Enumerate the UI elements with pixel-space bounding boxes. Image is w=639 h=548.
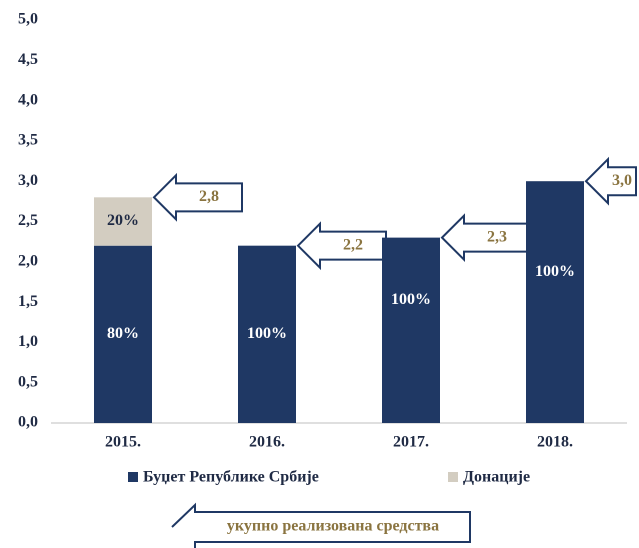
total-label: 2,8	[199, 188, 219, 205]
y-tick-label: 0,5	[18, 373, 38, 390]
share-label: 100%	[535, 263, 575, 280]
total-label: 2,3	[487, 228, 507, 245]
share-label: 20%	[107, 212, 139, 229]
annotation: укупно реализована средства	[227, 518, 439, 535]
share-label: 100%	[391, 291, 431, 308]
y-tick-label: 1,0	[18, 333, 38, 350]
bar-segment	[526, 181, 584, 423]
y-tick-label: 5,0	[18, 11, 38, 28]
x-tick-label: 2015.	[105, 434, 141, 451]
bar-segment	[238, 245, 296, 423]
y-tick-label: 4,5	[18, 51, 38, 68]
y-tick-label: 3,0	[18, 172, 38, 189]
bar-segment	[382, 237, 440, 423]
total-callout	[440, 213, 531, 263]
total-callout	[296, 221, 387, 271]
legend-swatch	[128, 472, 138, 482]
legend-swatch	[448, 472, 458, 482]
bar-segment	[94, 245, 152, 423]
legend-label: Донације	[463, 469, 530, 486]
total-label: 2,2	[343, 236, 363, 253]
legend-label: Буџет Републике Србије	[143, 469, 319, 486]
x-tick-label: 2018.	[537, 434, 573, 451]
total-callout	[152, 172, 243, 222]
y-tick-label: 2,5	[18, 212, 38, 229]
y-tick-label: 1,5	[18, 293, 38, 310]
y-tick-label: 0,0	[18, 414, 38, 431]
annotation-arrow	[171, 502, 471, 548]
share-label: 80%	[107, 325, 139, 342]
total-callout	[584, 156, 637, 206]
y-tick-label: 3,5	[18, 132, 38, 149]
y-tick-label: 4,0	[18, 91, 38, 108]
x-tick-label: 2017.	[393, 434, 429, 451]
bar-segment	[94, 197, 152, 246]
x-tick-label: 2016.	[249, 434, 285, 451]
y-tick-label: 2,0	[18, 252, 38, 269]
total-label: 3,0	[612, 172, 632, 189]
share-label: 100%	[247, 325, 287, 342]
